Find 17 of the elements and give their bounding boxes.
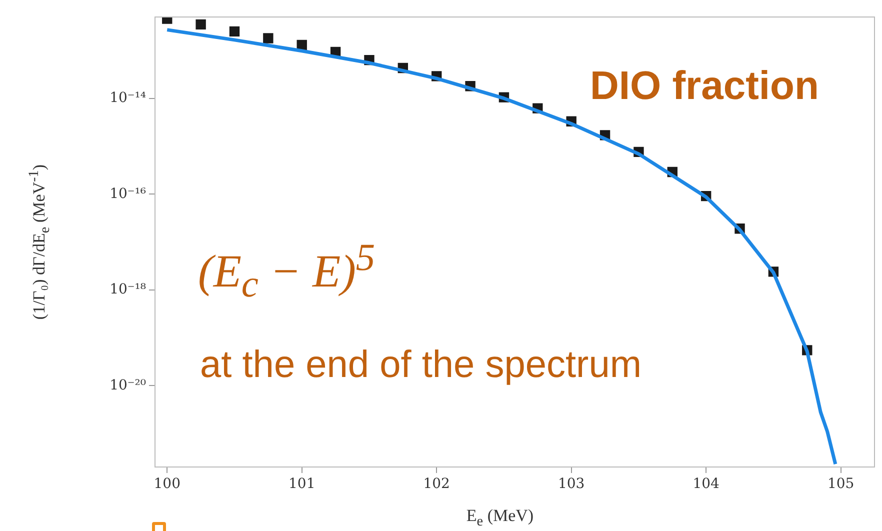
annotation: (E$_{c}$ − E)$^{5}$ (198, 236, 376, 307)
x-tick-label: 103 (558, 476, 585, 492)
y-tick-label: 10⁻¹⁶ (110, 186, 146, 202)
y-tick-label: 10⁻¹⁸ (110, 282, 146, 298)
y-tick-label: 10⁻¹⁴ (110, 90, 146, 106)
point (229, 26, 240, 37)
x-tick-label: 100 (154, 476, 180, 492)
x-tick-label: 102 (423, 476, 450, 492)
x-axis-title: E$_{e}$ (MeV) (466, 506, 534, 530)
annotation: DIO fraction (590, 64, 819, 109)
x-tick-label: 101 (288, 476, 316, 492)
annotation: at the end of the spectrum (200, 344, 642, 387)
point (263, 33, 274, 44)
point (196, 19, 206, 30)
x-tick-label: 104 (692, 476, 720, 492)
x-tick-label: 105 (827, 476, 854, 492)
y-tick-label: 10⁻²⁰ (110, 377, 146, 394)
